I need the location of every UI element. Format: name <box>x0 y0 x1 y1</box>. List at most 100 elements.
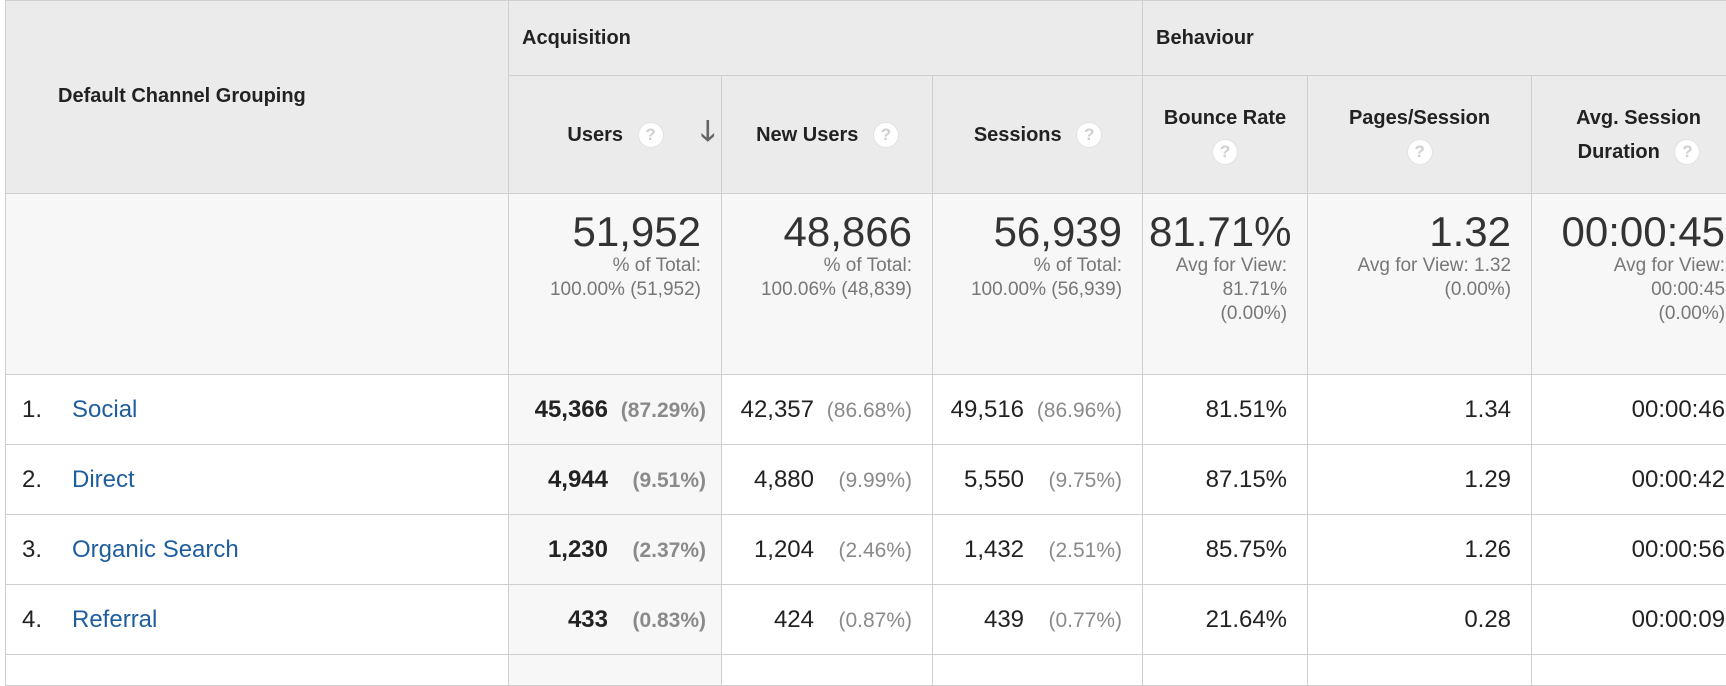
channel-cell: 4.Referral <box>6 585 509 655</box>
avg-session-cell: 00:00:09 <box>1532 585 1726 655</box>
partial-cell <box>1143 655 1308 686</box>
sessions-column-header[interactable]: Sessions ? <box>933 76 1143 194</box>
channel-cell: 3.Organic Search <box>6 515 509 585</box>
totals-sessions-cell: 56,939 % of Total: 100.00% (56,939) <box>933 194 1143 375</box>
new-users-help-icon[interactable]: ? <box>874 123 898 147</box>
new-users-column-header[interactable]: New Users ? <box>722 76 933 194</box>
sessions-percent: (0.77%) <box>1032 609 1122 633</box>
totals-pages-session-cell: 1.32 Avg for View: 1.32 (0.00%) <box>1308 194 1532 375</box>
bounce-rate-column-header[interactable]: Bounce Rate ? <box>1143 76 1308 194</box>
partial-cell <box>1532 655 1726 686</box>
totals-dimension-cell <box>6 194 509 375</box>
avg-session-column-header[interactable]: Avg. Session Duration ? <box>1532 76 1726 194</box>
users-value: 433 <box>568 606 608 633</box>
channel-cell: 1.Social <box>6 375 509 445</box>
totals-users-cell: 51,952 % of Total: 100.00% (51,952) <box>509 194 722 375</box>
totals-avg-session-value: 00:00:45 <box>1538 210 1725 254</box>
new-users-column-label: New Users <box>756 124 858 146</box>
pages-session-cell: 1.29 <box>1308 445 1532 515</box>
totals-avg-session-cell: 00:00:45 Avg for View: 00:00:45 (0.00%) <box>1532 194 1726 375</box>
sessions-value: 439 <box>984 606 1024 633</box>
pages-session-cell: 0.28 <box>1308 585 1532 655</box>
new-users-cell: 1,204 (2.46%) <box>722 515 933 585</box>
new-users-value: 4,880 <box>754 466 814 493</box>
sort-descending-icon[interactable]: 🡓 <box>700 114 715 148</box>
new-users-cell: 42,357 (86.68%) <box>722 375 933 445</box>
new-users-value: 1,204 <box>754 536 814 563</box>
totals-avg-session-note1: Avg for View: <box>1538 254 1725 278</box>
users-column-header[interactable]: Users ? 🡓 <box>509 76 722 194</box>
group-header-row: Default Channel Grouping Acquisition Beh… <box>6 1 1726 76</box>
pages-session-column-header[interactable]: Pages/Session ? <box>1308 76 1532 194</box>
row-index: 1. <box>22 396 72 424</box>
totals-sessions-value: 56,939 <box>939 210 1122 254</box>
channel-link[interactable]: Organic Search <box>72 536 239 563</box>
users-percent: (87.29%) <box>616 399 706 423</box>
row-index: 3. <box>22 536 72 564</box>
totals-bounce-rate-value: 81.71% <box>1149 210 1287 254</box>
table-row: 4.Referral 433(0.83%) 424(0.87%) 439(0.7… <box>6 585 1726 655</box>
pages-session-cell: 1.34 <box>1308 375 1532 445</box>
totals-sessions-note2: 100.00% (56,939) <box>939 278 1122 302</box>
new-users-value: 42,357 <box>741 396 814 423</box>
totals-new-users-note2: 100.06% (48,839) <box>728 278 912 302</box>
channel-link[interactable]: Referral <box>72 606 157 633</box>
new-users-percent: (2.46%) <box>822 539 912 563</box>
new-users-percent: (86.68%) <box>822 399 912 423</box>
totals-pages-session-value: 1.32 <box>1314 210 1511 254</box>
totals-users-note1: % of Total: <box>515 254 701 278</box>
sessions-cell: 439 (0.77%) <box>933 585 1143 655</box>
totals-row: 51,952 % of Total: 100.00% (51,952) 48,8… <box>6 194 1726 375</box>
pages-session-column-label: Pages/Session <box>1349 107 1490 129</box>
partial-cell <box>722 655 933 686</box>
table-row: 1.Social 45,366 (87.29%) 42,357 (86.68%) 4… <box>6 375 1726 445</box>
users-cell: 45,366 (87.29%) <box>509 375 722 445</box>
totals-new-users-cell: 48,866 % of Total: 100.06% (48,839) <box>722 194 933 375</box>
avg-session-help-icon[interactable]: ? <box>1675 140 1699 164</box>
totals-bounce-rate-note1: Avg for View: <box>1149 254 1287 278</box>
totals-avg-session-note3: (0.00%) <box>1538 302 1725 326</box>
users-cell: 4,944(9.51%) <box>509 445 722 515</box>
partial-cell <box>933 655 1143 686</box>
sessions-cell: 49,516(86.96%) <box>933 375 1143 445</box>
users-percent: (9.51%) <box>616 469 706 493</box>
avg-session-column-label-line2: Duration <box>1578 141 1660 163</box>
sessions-value: 5,550 <box>964 466 1024 493</box>
bounce-rate-help-icon[interactable]: ? <box>1213 140 1237 164</box>
bounce-rate-column-label: Bounce Rate <box>1164 107 1286 129</box>
totals-pages-session-note1: Avg for View: 1.32 <box>1314 254 1511 278</box>
partial-cell <box>6 655 509 686</box>
dimension-header[interactable]: Default Channel Grouping <box>6 1 509 194</box>
pages-session-help-icon[interactable]: ? <box>1408 140 1432 164</box>
totals-bounce-rate-note2: 81.71% <box>1149 278 1287 302</box>
totals-users-value: 51,952 <box>515 210 701 254</box>
users-percent: (0.83%) <box>616 609 706 633</box>
row-index: 2. <box>22 466 72 494</box>
channel-link[interactable]: Direct <box>72 466 135 493</box>
bounce-rate-cell: 81.51% <box>1143 375 1308 445</box>
table-row: 3.Organic Search 1,230(2.37%) 1,204(2.46… <box>6 515 1726 585</box>
new-users-cell: 4,880 (9.99%) <box>722 445 933 515</box>
bounce-rate-cell: 85.75% <box>1143 515 1308 585</box>
table-row: 2.Direct 4,944(9.51%) 4,880 (9.99%) 5,550… <box>6 445 1726 515</box>
users-help-icon[interactable]: ? <box>639 123 663 147</box>
totals-new-users-note1: % of Total: <box>728 254 912 278</box>
totals-bounce-rate-note3: (0.00%) <box>1149 302 1287 326</box>
sessions-help-icon[interactable]: ? <box>1077 123 1101 147</box>
avg-session-cell: 00:00:42 <box>1532 445 1726 515</box>
new-users-percent: (0.87%) <box>822 609 912 633</box>
channel-cell: 2.Direct <box>6 445 509 515</box>
avg-session-column-label-line1: Avg. Session <box>1576 107 1701 129</box>
new-users-percent: (9.99%) <box>822 469 912 493</box>
channel-link[interactable]: Social <box>72 396 137 423</box>
users-value: 1,230 <box>548 536 608 563</box>
sessions-percent: (86.96%) <box>1032 399 1122 423</box>
users-value: 45,366 <box>535 396 608 423</box>
avg-session-cell: 00:00:46 <box>1532 375 1726 445</box>
users-cell: 433 (0.83%) <box>509 585 722 655</box>
totals-new-users-value: 48,866 <box>728 210 912 254</box>
analytics-report-table: Default Channel Grouping Acquisition Beh… <box>5 0 1726 686</box>
sessions-value: 1,432 <box>964 536 1024 563</box>
partial-cell <box>1308 655 1532 686</box>
table-row-partial <box>6 655 1726 686</box>
